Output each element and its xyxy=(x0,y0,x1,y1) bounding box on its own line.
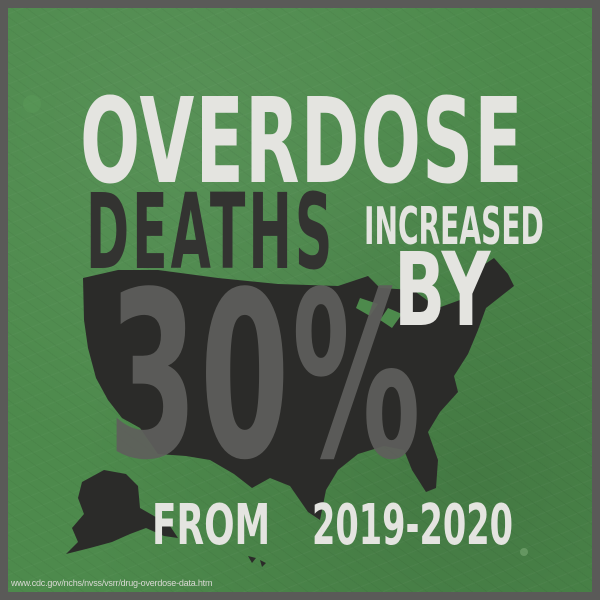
headline-deaths: DEATHS xyxy=(86,171,336,293)
hawaii-shape xyxy=(248,556,266,567)
texture-speck xyxy=(23,95,41,113)
headline-from: FROM xyxy=(152,493,271,558)
contiguous-us-shape xyxy=(83,258,514,520)
united-states-map-icon xyxy=(23,95,528,567)
headline-years: 2019-2020 xyxy=(312,493,513,558)
source-url: www.cdc.gov/nchs/nvss/vsrr/drug-overdose… xyxy=(11,578,213,588)
alaska-shape xyxy=(66,470,178,554)
green-poster-panel: 30% OVERDOSE DEATHS INCREASED BY FROM 20… xyxy=(8,8,592,592)
headline-overdose: OVERDOSE xyxy=(80,72,524,210)
headline-by: BY xyxy=(394,231,491,350)
headline-increased: INCREASED xyxy=(364,197,544,257)
texture-speck xyxy=(520,548,528,556)
great-lakes-shape xyxy=(356,298,402,328)
percent-stat: 30% xyxy=(108,244,424,511)
